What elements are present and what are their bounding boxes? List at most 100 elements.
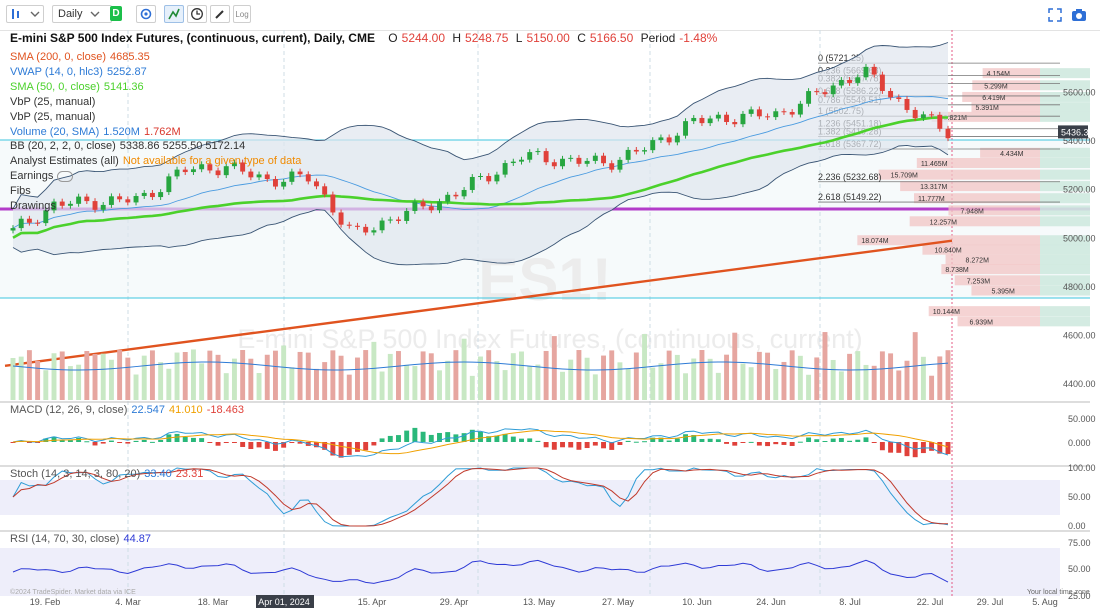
date-tick: 19. Feb — [30, 597, 61, 607]
stoch-legend: Stoch (14, 3, 14, 3, 80, 20) 33.40 23.31 — [10, 468, 207, 481]
candle — [125, 199, 131, 203]
interval-select[interactable]: Daily — [52, 5, 112, 23]
volume-bar — [412, 365, 418, 400]
candle — [584, 160, 590, 164]
volume-bar — [732, 332, 738, 400]
volume-bar — [748, 367, 754, 400]
candle — [789, 112, 795, 115]
legend-row[interactable]: SMA (200, 0, close) 4685.35 — [10, 51, 154, 64]
candle — [797, 103, 803, 115]
volume-bar — [43, 370, 49, 400]
macd-histogram-bar — [560, 442, 565, 448]
macd-histogram-bar — [420, 431, 426, 442]
volume-bar — [871, 365, 877, 400]
legend-row[interactable]: VWAP (14, 0, hlc3) 5252.87 — [10, 66, 151, 79]
macd-histogram-bar — [822, 441, 828, 443]
indicator-tick: 0.000 — [1068, 438, 1091, 448]
legend-row[interactable]: SMA (50, 0, close) 5141.36 — [10, 81, 148, 94]
rsi-value: 44.87 — [123, 533, 151, 545]
volume-bar — [207, 350, 213, 400]
stoch-d-line — [12, 467, 949, 527]
macd-histogram-bar — [469, 429, 475, 442]
candle — [896, 97, 902, 99]
bb-fill — [13, 42, 948, 265]
legend-row[interactable]: Earnings — [10, 170, 77, 183]
macd-histogram-bar — [330, 442, 336, 456]
stoch-band — [0, 480, 1060, 515]
chart-style-button[interactable] — [6, 5, 44, 23]
timezone-label[interactable]: Your local time zone — [1027, 589, 1090, 596]
candle — [568, 157, 574, 159]
log-scale-button[interactable]: Log — [233, 5, 251, 23]
legend-row[interactable]: Fibs — [10, 185, 35, 198]
macd-histogram-bar — [387, 435, 393, 442]
macd-signal-line — [12, 429, 949, 455]
settings-button[interactable] — [136, 5, 156, 23]
indicator-tick: 25.00 — [1068, 591, 1091, 601]
candle — [543, 151, 549, 163]
candle — [502, 163, 508, 175]
volume-bar — [625, 368, 631, 400]
volume-bar — [125, 357, 131, 400]
camera-icon[interactable] — [1071, 8, 1087, 22]
candle — [912, 109, 918, 119]
vbp-bar-up — [1040, 316, 1090, 327]
vbp-bar-up — [1040, 158, 1090, 168]
legend-row[interactable]: Volume (20, SMA) 1.520M 1.762M — [10, 126, 185, 139]
legend-row[interactable]: Analyst Estimates (all) Not available for… — [10, 155, 305, 168]
candle — [412, 201, 418, 211]
candle — [920, 114, 926, 119]
macd-histogram-bar — [625, 440, 631, 442]
candle — [519, 159, 524, 162]
macd-name: MACD (12, 26, 9, close) — [10, 404, 128, 416]
low-value: 5150.00 — [526, 31, 570, 45]
volume-bar — [264, 354, 270, 400]
vbp-bar — [941, 264, 1040, 275]
eye-icon[interactable] — [57, 170, 74, 182]
price-chart[interactable]: ES1!E-mini S&P 500 Index Futures, (conti… — [0, 30, 1100, 608]
candle — [732, 122, 738, 125]
volume-bar — [633, 352, 639, 400]
candle — [633, 149, 639, 152]
bb-upper — [12, 42, 949, 209]
volume-bar — [445, 360, 451, 400]
legend-row[interactable]: VbP (25, manual) — [10, 111, 99, 124]
macd-histogram-bar — [84, 441, 90, 443]
macd-histogram-bar — [363, 442, 369, 451]
candle — [929, 114, 935, 116]
last-price-tag — [1058, 125, 1088, 139]
macd-histogram-bar — [117, 442, 123, 443]
vbp-bar-up — [1040, 275, 1090, 286]
candle — [231, 162, 237, 167]
candle — [658, 137, 664, 141]
volume-bar — [658, 363, 664, 400]
chart-area[interactable]: ES1! E-mini S&P 500 Index Futures, (conti… — [0, 30, 1100, 608]
volume-bar — [92, 353, 98, 400]
macd-histogram-bar — [592, 442, 598, 446]
vbp-label: 7.948M — [960, 208, 984, 215]
fullscreen-icon[interactable] — [1048, 8, 1062, 22]
legend-row[interactable]: BB (20, 2, 2, 0, close) 5338.86 5255.50 5… — [10, 140, 249, 153]
volume-bar — [182, 351, 188, 400]
legend-row[interactable]: Drawings — [10, 200, 60, 213]
macd-histogram-bar — [190, 437, 196, 442]
volume-bar — [289, 367, 295, 400]
candle — [26, 218, 32, 223]
legend-row[interactable]: VbP (25, manual) — [10, 96, 99, 109]
candle — [100, 204, 106, 210]
macd-histogram-bar — [133, 440, 139, 442]
candle — [494, 174, 500, 182]
candle — [756, 109, 762, 117]
vbp-bar — [909, 216, 1040, 227]
draw-button[interactable] — [210, 5, 230, 23]
macd-histogram-bar — [125, 442, 131, 444]
volume-bar — [18, 356, 24, 400]
date-tick: 13. May — [523, 597, 556, 607]
timer-button[interactable] — [187, 5, 207, 23]
rsi-band — [0, 548, 1060, 596]
crosshair-button[interactable] — [164, 5, 184, 23]
indicator-tick: 50.00 — [1068, 492, 1091, 502]
price-tick: 4400.00 — [1063, 379, 1096, 389]
macd-histogram-bar — [502, 433, 508, 442]
volume-bar — [740, 363, 746, 400]
